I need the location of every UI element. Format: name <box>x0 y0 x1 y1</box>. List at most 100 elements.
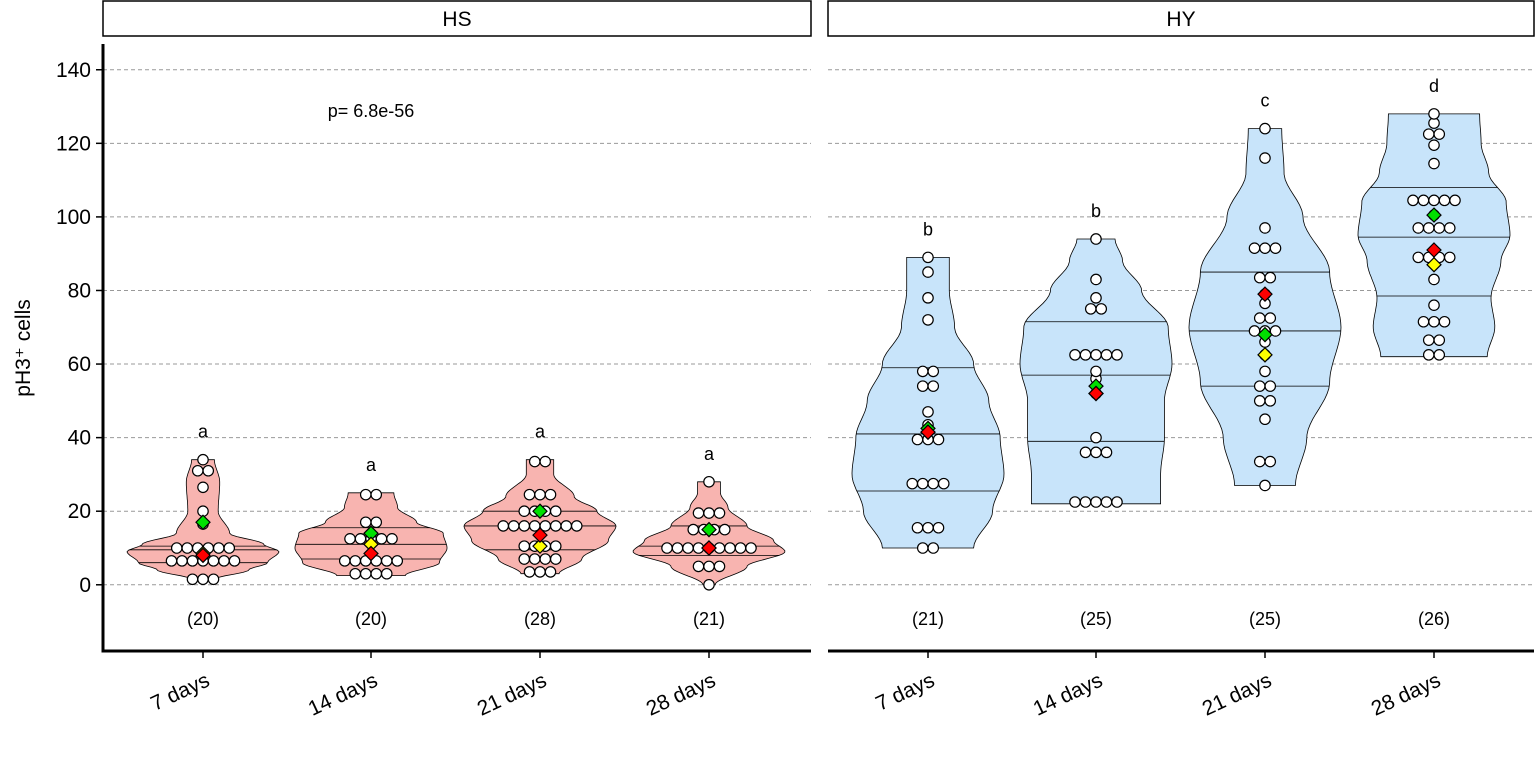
data-point-hs-3 <box>523 488 536 501</box>
data-point-hy-3 <box>1259 152 1271 164</box>
data-point-hs-3 <box>534 566 546 578</box>
data-point-hs-1 <box>191 464 204 477</box>
yellow-marker-hs-3 <box>532 538 548 555</box>
data-point-hs-1 <box>197 573 209 586</box>
data-point-hs-1 <box>223 542 236 554</box>
data-point-hs-2 <box>354 532 367 545</box>
data-point-hs-1 <box>176 555 188 567</box>
green-marker-hs-3 <box>532 503 548 520</box>
significance-letter-hs-1: a <box>198 422 209 442</box>
data-point-hy-4 <box>1417 194 1430 207</box>
data-point-hy-2 <box>1111 349 1123 361</box>
data-point-hy-2 <box>1079 496 1092 508</box>
data-point-hy-2 <box>1090 292 1102 304</box>
y-tick-label-100: 100 <box>56 206 91 229</box>
count-label-hy-3: (25) <box>1249 609 1281 629</box>
data-point-hy-1 <box>932 521 945 534</box>
data-point-hy-3 <box>1253 271 1266 284</box>
y-tick-label-120: 120 <box>56 132 91 155</box>
data-point-hs-1 <box>218 555 230 567</box>
data-point-hs-4 <box>692 560 705 573</box>
data-point-hs-3 <box>570 520 583 532</box>
data-point-hy-2 <box>1090 273 1102 286</box>
data-point-hy-1 <box>916 542 929 554</box>
significance-letter-hs-3: a <box>535 422 546 442</box>
data-point-hs-1 <box>207 555 220 567</box>
data-point-hy-4 <box>1412 222 1425 234</box>
yellow-marker-hy-4 <box>1426 256 1442 273</box>
data-point-hs-3 <box>534 488 546 501</box>
data-point-hy-2 <box>1090 431 1102 444</box>
data-point-hy-4 <box>1422 349 1435 361</box>
count-label-hy-2: (25) <box>1080 609 1112 629</box>
x-tick-label-hs-4: 28 days <box>643 669 719 721</box>
data-point-hy-3 <box>1259 242 1271 254</box>
data-point-hs-4 <box>724 542 736 554</box>
green-marker-hs-1 <box>195 514 211 531</box>
data-point-hs-4 <box>745 542 757 554</box>
data-point-hy-4 <box>1412 251 1425 264</box>
significance-letter-hy-2: b <box>1091 201 1101 221</box>
data-point-hs-2 <box>349 555 362 567</box>
data-point-hs-2 <box>380 555 393 567</box>
data-point-hs-3 <box>549 553 562 565</box>
data-point-hy-3 <box>1259 222 1271 234</box>
plot-layer: a (20) 7 days a (20) 14 days a (28) 21 days a (21)… <box>56 44 1534 721</box>
data-point-hs-1 <box>207 573 220 586</box>
data-point-hy-1 <box>932 433 945 446</box>
data-point-hs-2 <box>391 555 404 567</box>
data-point-hy-1 <box>927 365 940 378</box>
data-point-hy-3 <box>1269 325 1282 337</box>
data-point-hy-2 <box>1090 349 1102 361</box>
data-point-hy-2 <box>1069 496 1081 508</box>
data-point-hy-1 <box>937 477 950 490</box>
data-point-hs-3 <box>523 566 536 578</box>
data-point-hs-3 <box>549 540 562 552</box>
red-marker-hy-2 <box>1088 385 1104 402</box>
data-point-hs-1 <box>197 453 209 466</box>
data-point-hs-2 <box>359 567 372 580</box>
violin-hy-1 <box>851 257 1005 549</box>
x-tick-label-hs-3: 21 days <box>474 669 550 721</box>
data-point-hy-1 <box>922 251 934 264</box>
data-point-hy-4 <box>1449 194 1461 207</box>
data-point-hy-2 <box>1100 496 1113 508</box>
data-point-hy-3 <box>1253 395 1266 407</box>
data-point-hy-2 <box>1095 303 1108 315</box>
data-point-hy-3 <box>1264 380 1277 392</box>
x-tick-label-hy-1: 7 days <box>872 669 938 716</box>
data-point-hy-4 <box>1428 194 1440 207</box>
panel-hs-title: HS <box>442 8 471 31</box>
y-tick-label-20: 20 <box>68 500 91 523</box>
data-point-hy-2 <box>1084 303 1097 315</box>
count-label-hs-1: (20) <box>187 609 219 629</box>
data-point-hy-3 <box>1264 455 1277 468</box>
data-point-hy-2 <box>1090 365 1102 378</box>
data-point-hs-2 <box>349 567 362 580</box>
data-point-hs-4 <box>703 578 715 591</box>
data-point-hs-1 <box>186 573 199 586</box>
data-point-hy-1 <box>916 380 929 392</box>
data-point-hs-3 <box>518 505 531 518</box>
red-marker-hs-2 <box>363 545 379 562</box>
data-point-hs-3 <box>518 520 531 532</box>
x-tick-label-hs-1: 7 days <box>147 669 213 716</box>
data-point-hs-2 <box>338 555 351 567</box>
data-point-hs-4 <box>703 560 715 573</box>
data-point-hy-2 <box>1090 233 1102 245</box>
data-point-hy-3 <box>1259 365 1271 378</box>
data-point-hs-3 <box>560 520 573 532</box>
data-point-hs-4 <box>703 507 715 519</box>
data-point-hy-1 <box>922 292 934 304</box>
data-point-hy-3 <box>1259 479 1271 492</box>
count-label-hs-4: (21) <box>693 609 725 629</box>
data-point-hy-4 <box>1428 315 1440 328</box>
data-point-hy-3 <box>1264 271 1277 284</box>
data-point-hy-2 <box>1100 349 1113 361</box>
data-point-hy-1 <box>911 433 924 446</box>
significance-letter-hy-3: c <box>1261 91 1270 111</box>
data-point-hy-3 <box>1264 395 1277 407</box>
data-point-hy-3 <box>1269 242 1282 254</box>
data-point-hs-4 <box>671 542 684 554</box>
